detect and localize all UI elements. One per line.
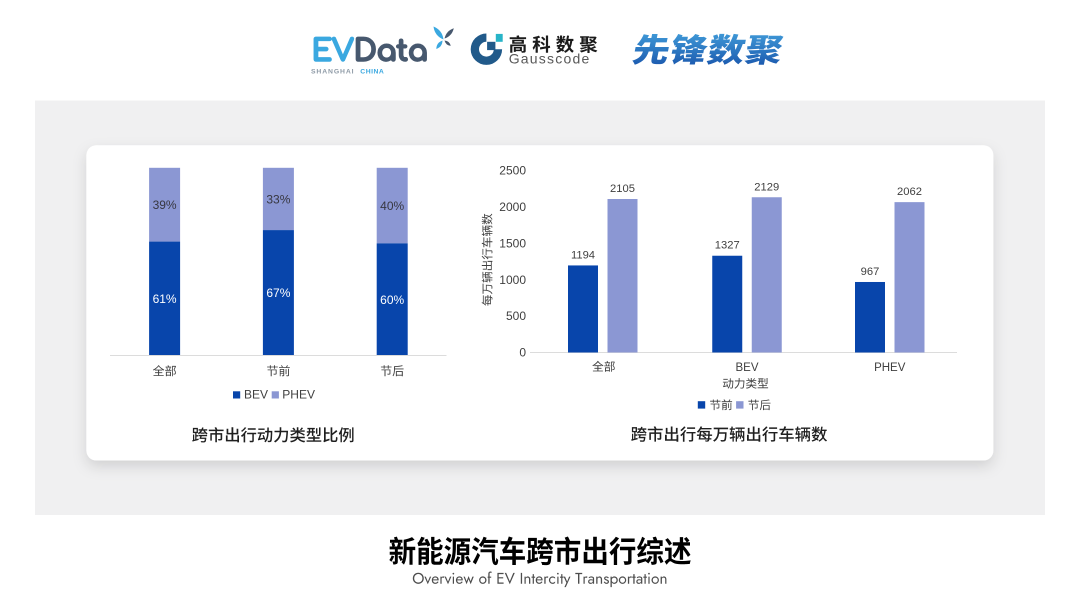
svg-text:500: 500 <box>506 309 526 323</box>
svg-text:PHEV: PHEV <box>874 362 906 374</box>
svg-text:2500: 2500 <box>499 163 526 177</box>
svg-text:967: 967 <box>861 266 880 278</box>
svg-text:2062: 2062 <box>897 186 922 198</box>
svg-text:40%: 40% <box>380 199 404 213</box>
svg-text:CHINA: CHINA <box>360 68 384 75</box>
svg-text:2105: 2105 <box>610 183 635 195</box>
svg-text:39%: 39% <box>153 198 177 212</box>
svg-text:2000: 2000 <box>499 200 526 214</box>
svg-text:1194: 1194 <box>571 249 595 261</box>
svg-text:BEV: BEV <box>735 362 758 374</box>
svg-text:1000: 1000 <box>499 273 526 287</box>
svg-text:BEV: BEV <box>244 387 268 401</box>
svg-text:60%: 60% <box>380 293 404 307</box>
svg-text:2129: 2129 <box>754 181 779 193</box>
svg-text:PHEV: PHEV <box>282 387 315 401</box>
svg-text:1500: 1500 <box>499 236 526 250</box>
svg-text:67%: 67% <box>266 286 290 300</box>
svg-text:61%: 61% <box>153 292 177 306</box>
svg-text:1327: 1327 <box>715 240 740 252</box>
svg-text:Gausscode: Gausscode <box>509 51 591 67</box>
svg-text:33%: 33% <box>266 192 290 206</box>
svg-text:0: 0 <box>519 346 526 360</box>
svg-text:SHANGHAI: SHANGHAI <box>311 68 354 75</box>
